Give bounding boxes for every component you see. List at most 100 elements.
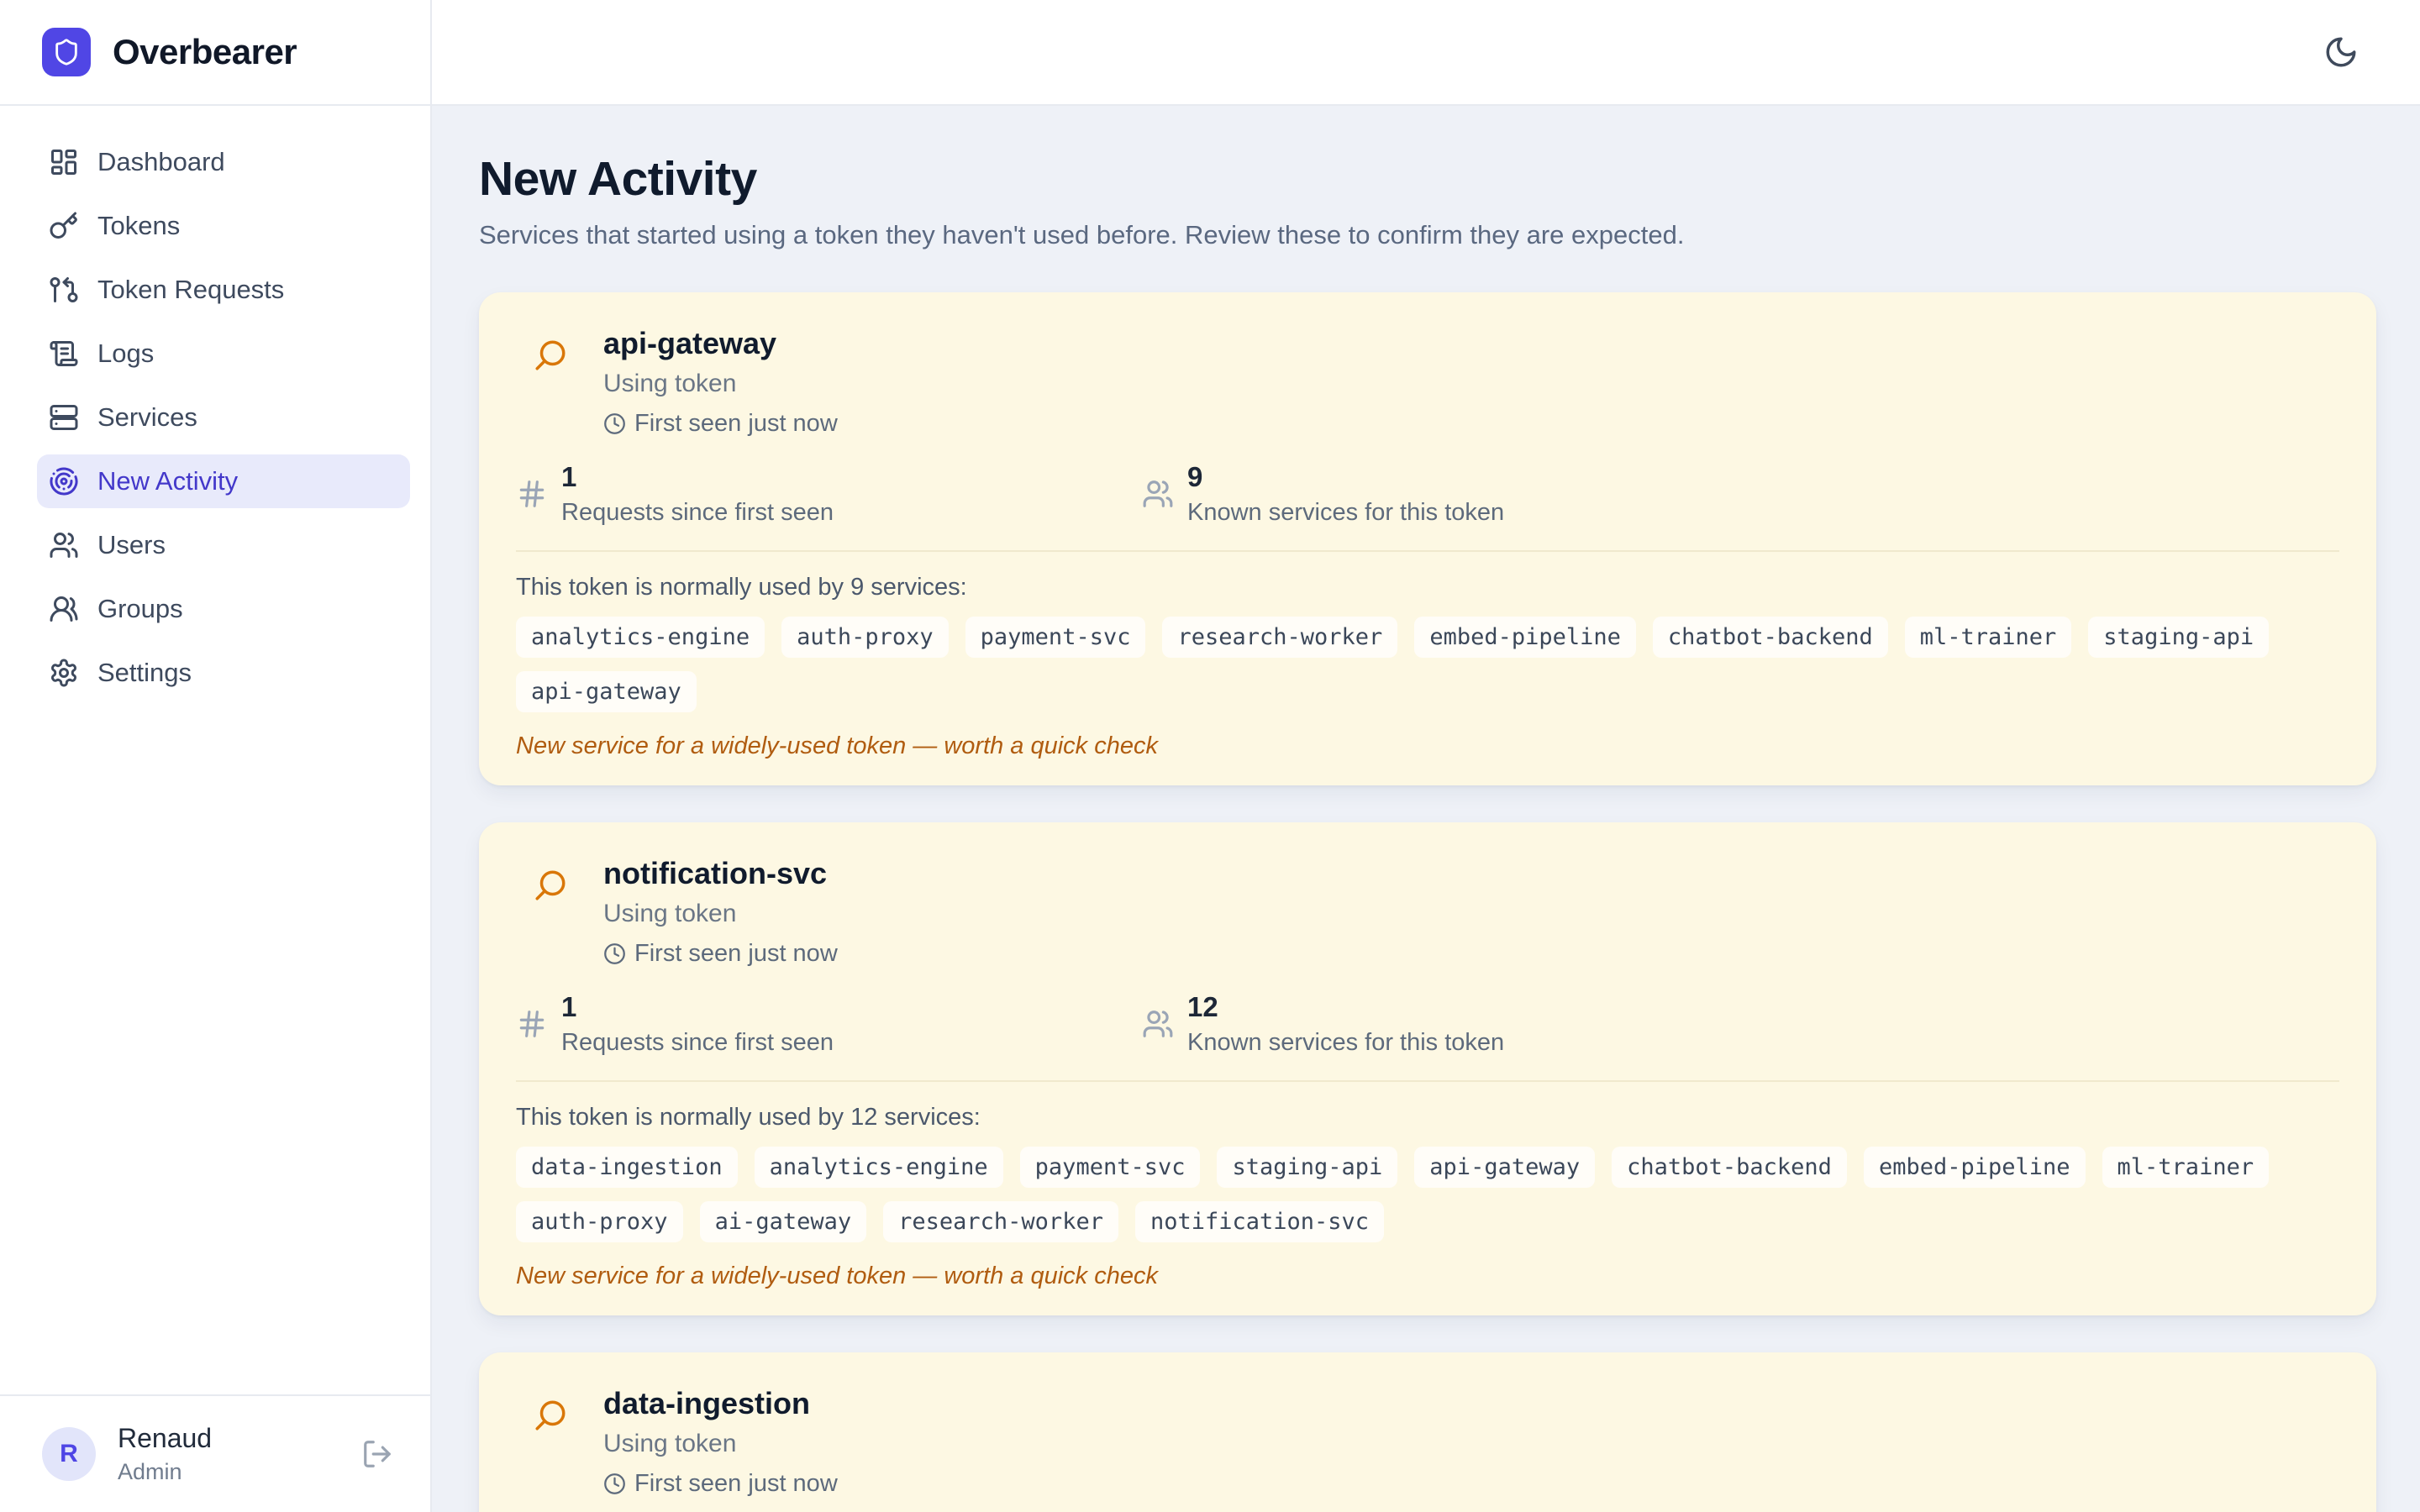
card-header-text: notification-svc Using token First seen ju… (603, 856, 838, 968)
sidebar-item-label: Settings (97, 658, 192, 687)
service-tag: embed-pipeline (1414, 617, 1636, 658)
search-icon (533, 1398, 568, 1433)
clock-icon (603, 942, 626, 965)
first-seen: First seen just now (603, 410, 838, 438)
sidebar-item-settings[interactable]: Settings (37, 646, 410, 700)
stat-known-services: 9 Known services for this token (1142, 461, 2339, 527)
service-name: api-gateway (603, 326, 777, 360)
gear-icon (49, 658, 79, 688)
card-header: data-ingestion Using token First seen just… (516, 1386, 2339, 1498)
service-tag-row: data-ingestion analytics-engine payment-sv… (516, 1147, 2339, 1242)
sidebar-item-label: Logs (97, 339, 155, 368)
requests-count: 1 (561, 461, 577, 492)
service-tag: research-worker (883, 1201, 1118, 1242)
users-icon (49, 530, 79, 560)
logout-button[interactable] (361, 1438, 393, 1470)
sidebar-item-tokens[interactable]: Tokens (37, 199, 410, 253)
service-tag: ml-trainer (2102, 1147, 2270, 1188)
sidebar-item-groups[interactable]: Groups (37, 582, 410, 636)
known-services-icon (1142, 1008, 1174, 1040)
card-divider (516, 550, 2339, 552)
service-status: Using token (603, 370, 737, 397)
logout-icon (361, 1438, 393, 1470)
sidebar-item-token-requests[interactable]: Token Requests (37, 263, 410, 317)
topbar (432, 0, 2420, 106)
activity-card-list: api-gateway Using token First seen just no… (479, 292, 2376, 1512)
activity-card: api-gateway Using token First seen just no… (479, 292, 2376, 785)
service-tag: analytics-engine (516, 617, 765, 658)
stat-requests: 1 Requests since first seen (516, 461, 1142, 527)
known-services-icon (1142, 478, 1174, 510)
service-tag: analytics-engine (754, 1147, 1003, 1188)
sidebar-item-new-activity[interactable]: New Activity (37, 454, 410, 508)
radar-icon (49, 466, 79, 496)
sidebar-item-label: New Activity (97, 466, 239, 496)
pull-request-icon (49, 275, 79, 305)
requests-count-icon (516, 1008, 548, 1040)
sidebar-nav: Dashboard Tokens Token Requests Logs Service… (0, 125, 430, 1394)
service-status: Using token (603, 1430, 737, 1457)
service-tag-row: analytics-engine auth-proxy payment-svc res… (516, 617, 2339, 712)
clock-icon (603, 412, 626, 435)
app-logo (42, 28, 91, 76)
first-seen-label: First seen just now (634, 410, 838, 437)
service-name: notification-svc (603, 856, 828, 890)
service-tag: embed-pipeline (1863, 1147, 2086, 1188)
page-subtitle: Services that started using a token they… (479, 220, 1685, 249)
service-tag: auth-proxy (516, 1201, 683, 1242)
sidebar-item-users[interactable]: Users (37, 518, 410, 572)
card-header: notification-svc Using token First seen ju… (516, 856, 2339, 968)
service-tag: staging-api (2088, 617, 2270, 658)
moon-icon (2323, 34, 2359, 70)
user-role: Admin (118, 1459, 182, 1484)
service-tag: chatbot-backend (1652, 617, 1888, 658)
sidebar-item-dashboard[interactable]: Dashboard (37, 135, 410, 189)
known-services-caption: Known services for this token (1187, 499, 1505, 526)
sidebar-item-logs[interactable]: Logs (37, 327, 410, 381)
sidebar-item-label: Dashboard (97, 147, 225, 176)
sidebar: Dashboard Tokens Token Requests Logs Service… (0, 106, 432, 1512)
service-tag: ml-trainer (1904, 617, 2072, 658)
sidebar-item-label: Services (97, 402, 197, 432)
requests-count-icon (516, 478, 548, 510)
first-seen: First seen just now (603, 1470, 838, 1498)
service-tag: auth-proxy (781, 617, 949, 658)
service-tag: staging-api (1217, 1147, 1398, 1188)
activity-card: notification-svc Using token First seen ju… (479, 822, 2376, 1315)
first-seen-label: First seen just now (634, 1470, 838, 1497)
known-services-count: 9 (1187, 461, 1203, 492)
main-content: New Activity Services that started using… (432, 106, 2420, 1512)
service-name: data-ingestion (603, 1386, 811, 1420)
service-tag: chatbot-backend (1612, 1147, 1847, 1188)
services-intro: This token is normally used by 9 service… (516, 574, 967, 601)
sidebar-item-label: Token Requests (97, 275, 285, 304)
card-header: api-gateway Using token First seen just no… (516, 326, 2339, 438)
user-box: R Renaud Admin (0, 1394, 430, 1512)
sidebar-item-services[interactable]: Services (37, 391, 410, 444)
sidebar-item-label: Groups (97, 594, 183, 623)
theme-toggle-button[interactable] (2314, 25, 2368, 79)
card-stats: 1 Requests since first seen 12 Known servic… (516, 991, 2339, 1057)
groups-icon (49, 594, 79, 624)
service-tag: payment-svc (1019, 1147, 1201, 1188)
page-title: New Activity (479, 152, 757, 206)
requests-caption: Requests since first seen (561, 499, 834, 526)
service-tag: payment-svc (965, 617, 1146, 658)
services-intro: This token is normally used by 12 servic… (516, 1104, 981, 1131)
search-icon (533, 338, 568, 373)
service-tag: api-gateway (516, 671, 697, 712)
service-tag: notification-svc (1134, 1201, 1385, 1242)
service-tag: research-worker (1162, 617, 1398, 658)
card-note: New service for a widely-used token — wo… (516, 1263, 1158, 1289)
key-icon (49, 211, 79, 241)
avatar: R (42, 1427, 96, 1481)
card-stats: 1 Requests since first seen 9 Known service… (516, 461, 2339, 527)
service-tag: ai-gateway (699, 1201, 867, 1242)
card-note: New service for a widely-used token — wo… (516, 732, 1158, 759)
user-meta: Renaud Admin (118, 1423, 212, 1485)
service-status: Using token (603, 900, 737, 927)
dashboard-icon (49, 147, 79, 177)
user-name: Renaud (118, 1423, 213, 1453)
scroll-icon (49, 339, 79, 369)
